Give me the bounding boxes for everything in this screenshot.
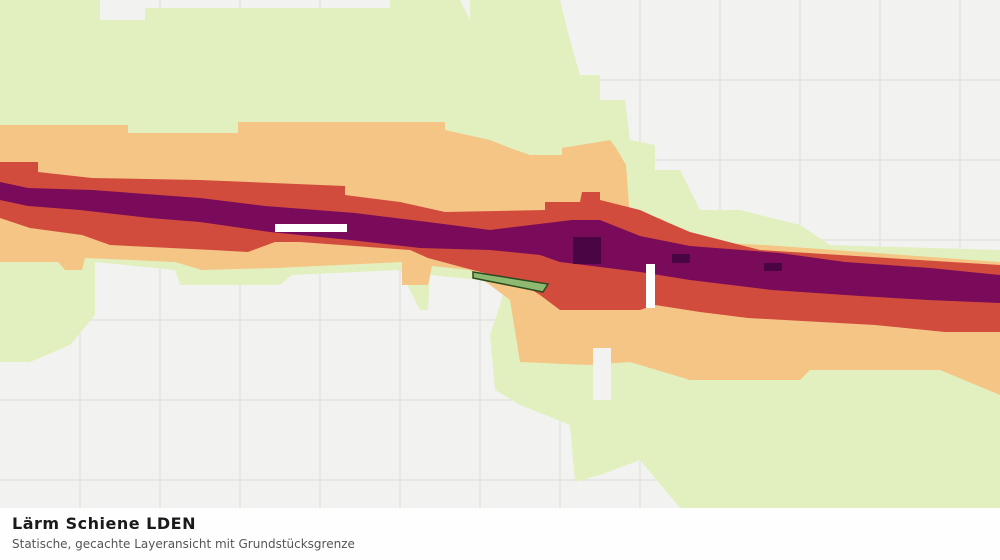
map-title: Lärm Schiene LDEN	[12, 514, 196, 533]
noise-band-extreme	[764, 263, 782, 271]
noise-band-very-high	[0, 182, 1000, 303]
map-subtitle: Statische, gecachte Layeransicht mit Gru…	[12, 537, 355, 551]
caption-panel	[0, 508, 1000, 560]
map-gap	[646, 264, 655, 308]
noise-band-extreme	[672, 254, 690, 263]
parcel-boundary	[472, 271, 550, 293]
noise-band-extreme	[573, 237, 601, 264]
map-gap	[275, 224, 347, 232]
map-gap	[593, 348, 611, 400]
